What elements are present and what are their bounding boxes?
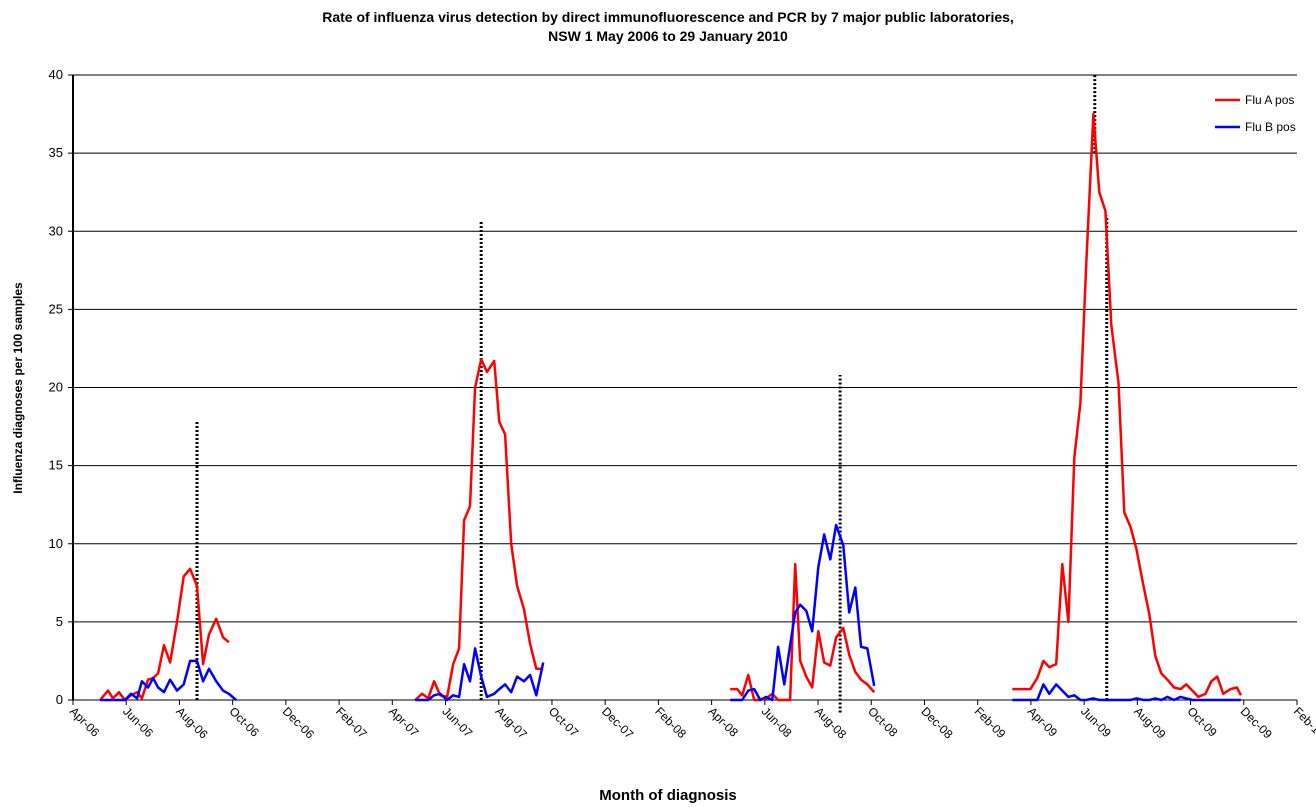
series-line (100, 523, 1241, 702)
y-tick-label: 40 (49, 67, 63, 82)
legend-label: Flu A pos (1245, 93, 1294, 107)
y-tick-label: 5 (56, 614, 63, 629)
y-tick-label: 0 (56, 692, 63, 707)
legend-label: Flu B pos (1245, 120, 1296, 134)
chart-subtitle: NSW 1 May 2006 to 29 January 2010 (548, 28, 788, 44)
x-axis-title: Month of diagnosis (599, 787, 736, 804)
y-tick-label: 20 (49, 380, 63, 395)
y-axis-title: Influenza diagnoses per 100 samples (11, 282, 25, 494)
y-tick-label: 15 (49, 458, 63, 473)
series-line (99, 112, 1243, 702)
y-tick-label: 25 (49, 301, 63, 316)
y-tick-label: 10 (49, 536, 63, 551)
chart-title: Rate of influenza virus detection by dir… (322, 9, 1014, 25)
y-tick-label: 35 (49, 145, 63, 160)
y-tick-label: 30 (49, 223, 63, 238)
